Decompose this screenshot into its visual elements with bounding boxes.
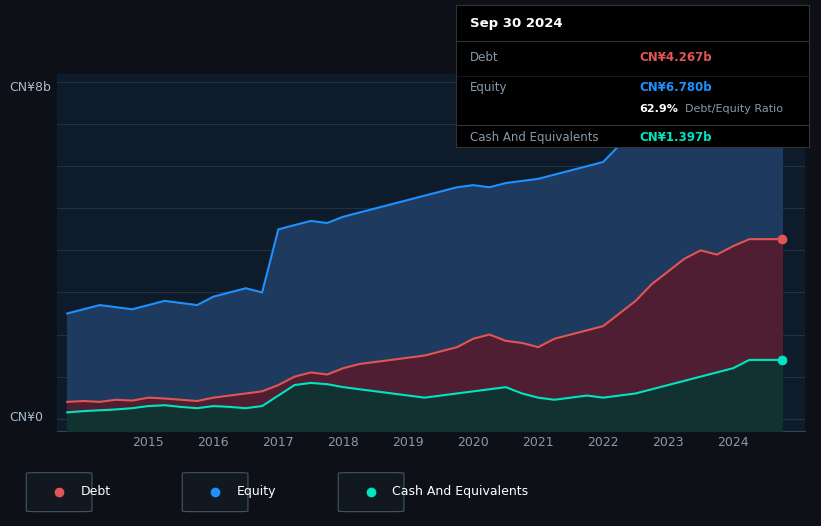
Text: 62.9%: 62.9% (640, 104, 678, 114)
FancyBboxPatch shape (338, 473, 404, 512)
Text: Equity: Equity (470, 81, 507, 94)
Text: Sep 30 2024: Sep 30 2024 (470, 17, 562, 30)
Text: Cash And Equivalents: Cash And Equivalents (392, 485, 529, 498)
Text: CN¥0: CN¥0 (9, 411, 43, 424)
Text: Debt/Equity Ratio: Debt/Equity Ratio (686, 104, 783, 114)
Text: CN¥8b: CN¥8b (9, 81, 51, 94)
Text: Cash And Equivalents: Cash And Equivalents (470, 131, 599, 144)
Text: Debt: Debt (470, 52, 498, 64)
FancyBboxPatch shape (26, 473, 92, 512)
Text: CN¥1.397b: CN¥1.397b (640, 131, 712, 144)
FancyBboxPatch shape (182, 473, 248, 512)
Text: Debt: Debt (80, 485, 111, 498)
Text: CN¥4.267b: CN¥4.267b (640, 52, 712, 64)
Text: CN¥6.780b: CN¥6.780b (640, 81, 712, 94)
Text: Equity: Equity (236, 485, 276, 498)
